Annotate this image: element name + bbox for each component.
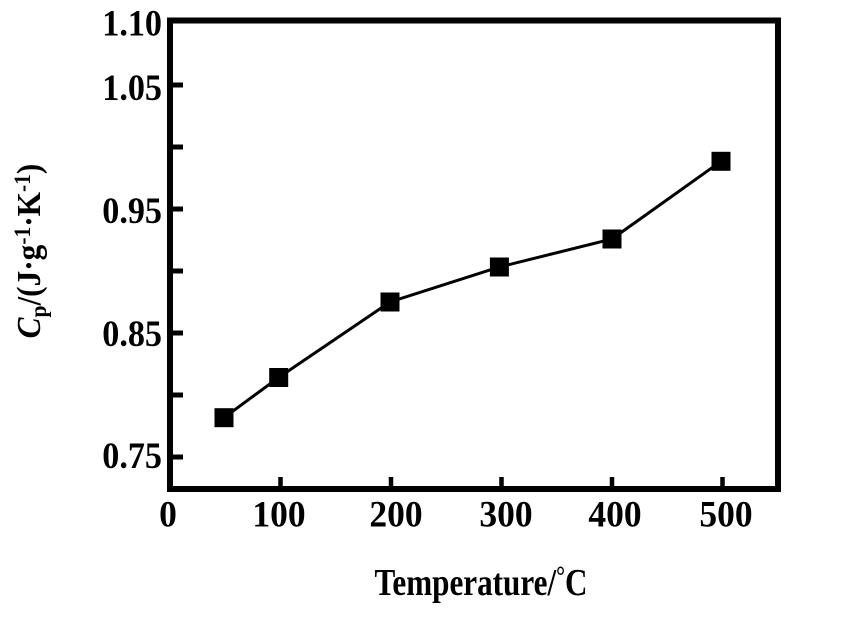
svg-text:200: 200 — [369, 494, 422, 535]
svg-text:0: 0 — [159, 494, 177, 535]
svg-text:400: 400 — [588, 494, 641, 535]
svg-text:0.75: 0.75 — [102, 434, 162, 476]
svg-text:Temperature/°C: Temperature/°C — [374, 562, 587, 604]
svg-text:0.85: 0.85 — [102, 313, 162, 355]
svg-text:Cp/(J·g-1·K-1): Cp/(J·g-1·K-1) — [9, 164, 51, 339]
svg-text:500: 500 — [699, 494, 752, 535]
svg-text:300: 300 — [479, 494, 532, 535]
svg-text:0.95: 0.95 — [102, 190, 162, 232]
svg-text:1.10: 1.10 — [102, 2, 162, 44]
svg-text:100: 100 — [252, 494, 305, 535]
svg-text:1.05: 1.05 — [102, 66, 162, 108]
